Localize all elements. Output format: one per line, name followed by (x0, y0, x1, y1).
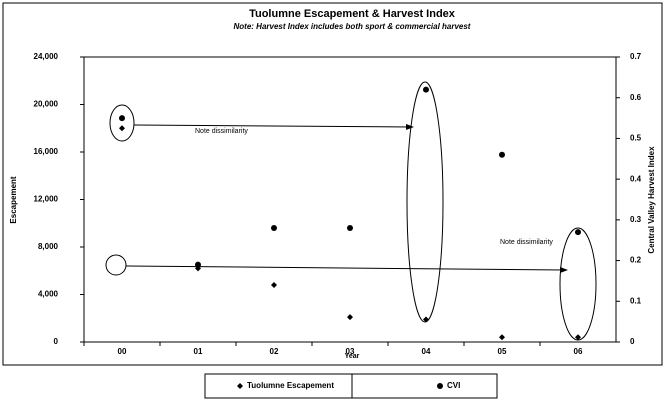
y2-axis-label: Central Valley Harvest Index (647, 146, 656, 254)
annotation: Note dissimilarity (500, 239, 553, 246)
x-tick-label: 02 (270, 347, 279, 356)
data-point (499, 151, 505, 158)
y2-tick-label: 0.4 (630, 174, 642, 183)
data-point (575, 229, 581, 236)
data-point (423, 316, 429, 323)
y2-tick-label: 0.1 (630, 296, 642, 305)
data-point (575, 334, 581, 341)
y-tick-label: 0 (54, 337, 59, 346)
callout-ellipse (105, 254, 127, 276)
x-tick-label: 01 (194, 347, 203, 356)
arrow-head (406, 124, 414, 130)
x-axis-label: Year (345, 353, 360, 360)
data-point (347, 225, 353, 231)
data-point (119, 125, 125, 132)
callout-ellipse (109, 104, 135, 142)
legend-marker (237, 383, 243, 389)
data-point (119, 115, 125, 122)
y2-tick-label: 0.2 (630, 256, 642, 265)
y-tick-label: 20,000 (34, 100, 59, 109)
y-axis-label: Escapement (9, 176, 18, 223)
x-tick-label: 03 (346, 347, 355, 356)
callout-arrow (133, 124, 411, 128)
y-tick-label: 12,000 (34, 195, 59, 204)
legend-label: Tuolumne Escapement (247, 381, 334, 390)
legend-marker (437, 383, 443, 389)
data-point (423, 86, 429, 93)
plot-area (83, 56, 617, 343)
callout-arrow (125, 265, 565, 271)
y2-tick-label: 0.3 (630, 215, 642, 224)
x-tick-label: 05 (498, 347, 507, 356)
legend-box (204, 373, 498, 399)
legend-label: CVI (447, 381, 460, 390)
callout-ellipse (559, 227, 597, 341)
callout-ellipse (406, 81, 444, 323)
y2-tick-label: 0.5 (630, 134, 642, 143)
chart-title: Tuolumne Escapement & Harvest Index (249, 8, 456, 20)
y2-tick-label: 0.7 (630, 52, 642, 61)
data-point (347, 314, 353, 321)
data-point (499, 334, 505, 341)
y-tick-label: 8,000 (38, 242, 59, 251)
data-point (195, 261, 201, 268)
chart-subtitle: Note: Harvest Index includes both sport … (234, 22, 471, 31)
data-point (271, 225, 277, 231)
y-tick-label: 24,000 (34, 52, 59, 61)
annotation: Note dissimilarity (195, 128, 248, 135)
x-tick-label: 04 (422, 347, 431, 356)
y-tick-label: 16,000 (34, 147, 59, 156)
x-tick-label: 00 (118, 347, 127, 356)
y2-tick-label: 0.6 (630, 93, 642, 102)
y-tick-label: 4,000 (38, 290, 59, 299)
x-tick-label: 06 (574, 347, 583, 356)
y2-tick-label: 0 (630, 337, 635, 346)
chart-border (2, 2, 663, 366)
data-point (271, 282, 277, 288)
arrow-head (560, 267, 568, 273)
